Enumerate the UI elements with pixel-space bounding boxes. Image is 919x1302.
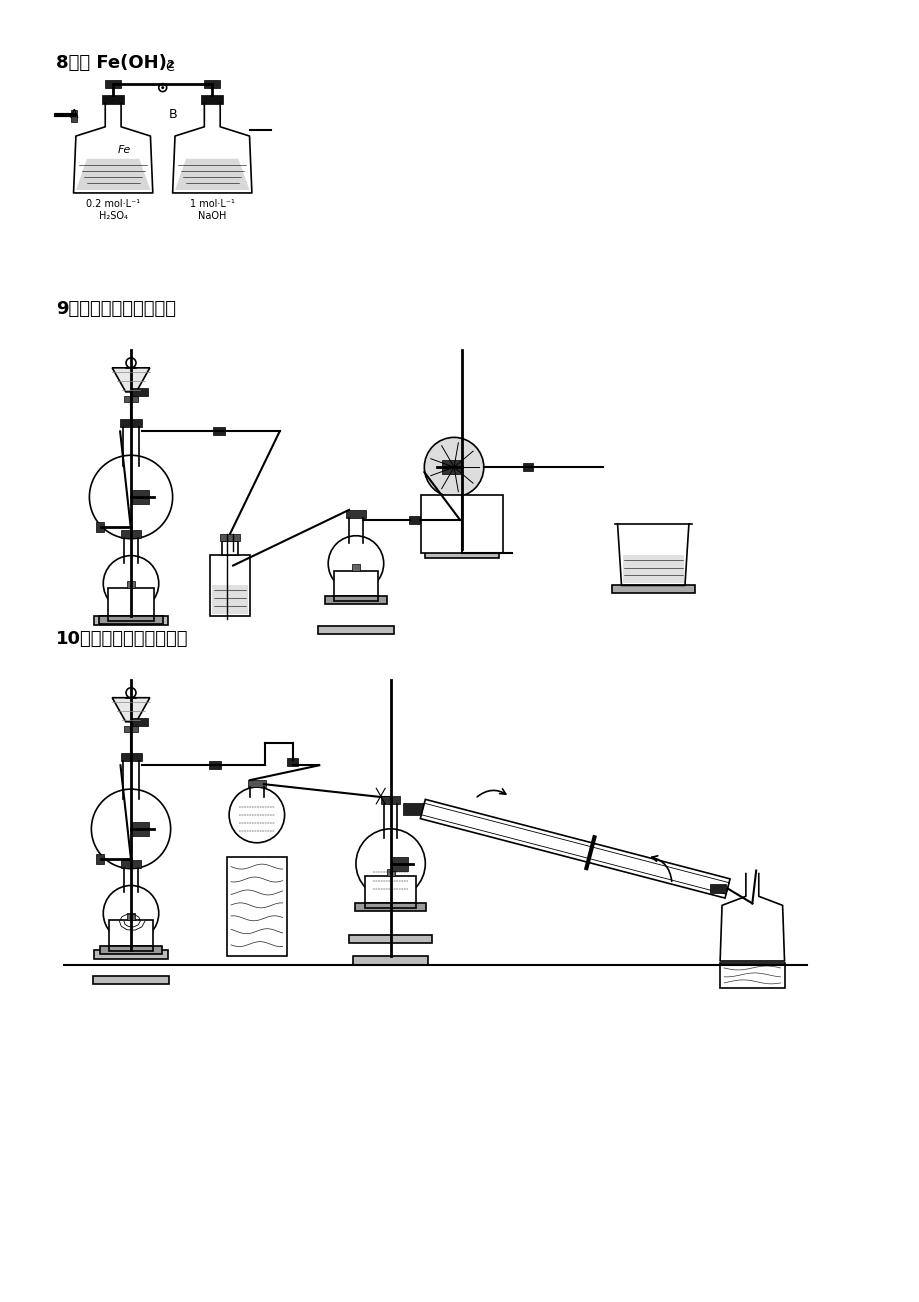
Bar	[131, 388, 148, 396]
Bar	[96, 854, 104, 863]
Bar	[210, 555, 250, 616]
Bar	[98, 616, 163, 624]
Bar	[121, 530, 141, 538]
Text: 0.2 mol·L⁻¹: 0.2 mol·L⁻¹	[86, 199, 140, 208]
Circle shape	[126, 687, 136, 698]
Bar	[109, 947, 153, 950]
Bar	[220, 534, 240, 540]
Text: A: A	[70, 108, 78, 121]
Bar	[442, 460, 461, 474]
Bar	[425, 548, 499, 557]
Bar	[120, 754, 142, 762]
Text: C: C	[165, 61, 175, 74]
Bar	[325, 596, 386, 604]
Bar	[318, 626, 393, 634]
Bar	[353, 956, 427, 965]
Bar	[100, 947, 162, 954]
Bar	[365, 875, 416, 904]
Bar	[209, 762, 221, 769]
Bar	[213, 427, 225, 435]
Bar	[108, 589, 153, 616]
Bar	[109, 921, 153, 947]
Bar	[131, 717, 148, 725]
Bar	[287, 758, 298, 767]
Bar	[403, 803, 423, 815]
Text: B: B	[168, 108, 177, 121]
Bar	[212, 586, 247, 615]
Bar	[409, 516, 421, 523]
Polygon shape	[420, 799, 730, 898]
Bar	[221, 540, 238, 555]
Bar	[348, 935, 432, 943]
Bar	[355, 904, 425, 911]
Bar	[380, 796, 400, 805]
Bar	[130, 822, 149, 836]
Polygon shape	[76, 159, 151, 190]
Bar	[247, 780, 266, 788]
Bar	[448, 516, 460, 523]
Bar	[96, 522, 104, 531]
Text: H₂SO₄: H₂SO₄	[98, 211, 128, 221]
Bar	[523, 464, 533, 471]
Polygon shape	[112, 368, 150, 392]
Bar	[334, 570, 378, 596]
Bar	[611, 586, 694, 594]
Bar	[386, 868, 394, 875]
Text: 9．合成无水三氯化铁：: 9．合成无水三氯化铁：	[56, 301, 176, 318]
Bar	[127, 582, 135, 589]
Bar	[346, 510, 366, 518]
Circle shape	[424, 437, 483, 497]
Bar	[365, 904, 416, 909]
Bar	[720, 963, 784, 988]
Bar	[102, 95, 124, 104]
Bar	[130, 490, 149, 504]
Bar	[352, 564, 359, 570]
Text: 8．制 Fe(OH)₂: 8．制 Fe(OH)₂	[56, 53, 175, 72]
Bar	[105, 79, 121, 87]
Bar	[93, 976, 168, 984]
Text: Fe: Fe	[118, 145, 131, 155]
Bar	[391, 857, 408, 871]
Bar	[421, 495, 502, 552]
Bar	[204, 79, 220, 87]
Bar	[94, 950, 168, 960]
Bar	[124, 725, 138, 732]
Bar	[94, 616, 168, 625]
Bar	[120, 419, 142, 427]
Bar	[334, 596, 378, 602]
Bar	[709, 884, 725, 893]
Polygon shape	[175, 159, 249, 190]
Circle shape	[126, 358, 136, 368]
Bar	[71, 111, 76, 122]
Circle shape	[161, 86, 164, 89]
Bar	[622, 555, 683, 583]
Text: 10．合成无水四氯化锡：: 10．合成无水四氯化锡：	[56, 630, 188, 648]
Polygon shape	[112, 698, 150, 721]
Bar	[124, 396, 138, 402]
Text: 1 mol·L⁻¹: 1 mol·L⁻¹	[189, 199, 234, 208]
Bar	[201, 95, 223, 104]
Bar	[127, 913, 135, 921]
Text: NaOH: NaOH	[198, 211, 226, 221]
Bar	[227, 857, 287, 956]
Bar	[121, 859, 141, 867]
Bar	[108, 616, 153, 621]
